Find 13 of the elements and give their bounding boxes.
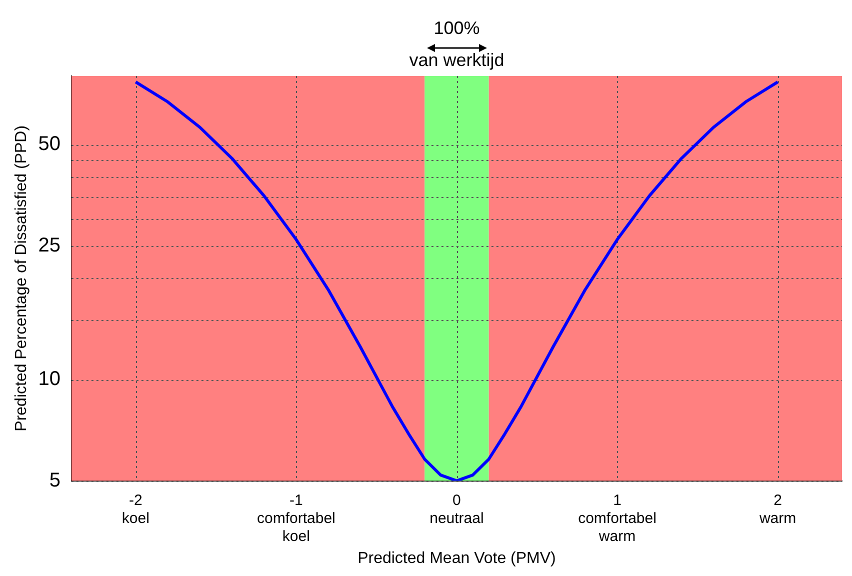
x-tick-label: 2 warm xyxy=(758,492,796,527)
x-tick-label: -1 comfortabel koel xyxy=(257,492,336,545)
y-tick-label: 25 xyxy=(38,234,60,256)
x-tick-label: -2 koel xyxy=(122,492,150,527)
x-tick-label: 0 neutraal xyxy=(430,492,484,527)
text: van werktijd xyxy=(409,50,504,70)
y-tick-label: 10 xyxy=(38,368,60,390)
text: 100% xyxy=(434,18,480,38)
y-tick-label: 5 xyxy=(49,469,60,492)
y-tick-label: 50 xyxy=(38,133,60,156)
x-tick-label: 1 comfortabel warm xyxy=(578,492,656,545)
x-axis-title: Predicted Mean Vote (PMV) xyxy=(358,550,556,567)
y-axis-title: Predicted Percentage of Dissatisfied (PPD) xyxy=(13,125,30,432)
